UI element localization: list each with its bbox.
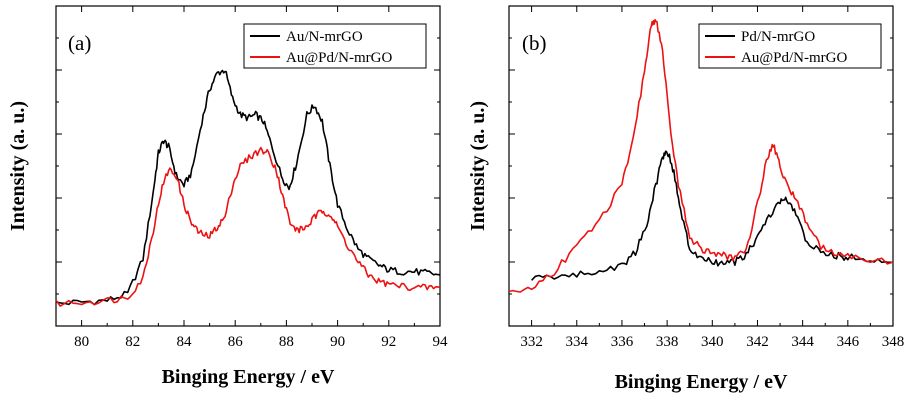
legend-a: Au/N-mrGO Au@Pd/N-mrGO — [243, 23, 427, 69]
series-layer-b — [508, 19, 894, 293]
x-tick-label-a-2: 84 — [177, 334, 193, 350]
x-tick-label-a-1: 82 — [125, 334, 140, 350]
tick-layer-b: 332 334 336 338 340 342 344 346 348 — [509, 5, 905, 350]
series-layer-a — [55, 69, 441, 307]
x-tick-label-a-7: 94 — [433, 334, 449, 350]
x-tick-label-b-3: 338 — [656, 334, 679, 350]
x-tick-label-b-7: 346 — [837, 334, 860, 350]
panel-tag-b: (b) — [522, 31, 547, 55]
x-tick-label-b-0: 332 — [520, 334, 543, 350]
legend-box-a — [243, 23, 427, 69]
x-tick-label-a-5: 90 — [330, 334, 345, 350]
legend-box-b — [698, 23, 882, 69]
series-line-a-1 — [55, 146, 441, 307]
panel-tag-a: (a) — [68, 31, 91, 55]
x-axis-label-b: Binging Energy / eV — [615, 371, 788, 393]
legend-b: Pd/N-mrGO Au@Pd/N-mrGO — [698, 23, 882, 69]
series-line-b-1 — [508, 19, 894, 293]
x-tick-label-b-1: 334 — [566, 334, 589, 350]
x-tick-label-a-3: 86 — [228, 334, 244, 350]
series-line-b-0 — [531, 150, 894, 281]
x-tick-label-a-4: 88 — [279, 334, 294, 350]
series-line-a-0 — [55, 69, 441, 306]
legend-label-b-1: Au@Pd/N-mrGO — [741, 50, 847, 66]
x-tick-label-b-2: 336 — [611, 334, 634, 350]
y-axis-label-b: Intensity (a. u.) — [467, 101, 489, 231]
x-tick-label-a-6: 92 — [381, 334, 396, 350]
legend-label-a-1: Au@Pd/N-mrGO — [286, 50, 392, 66]
x-tick-label-a-0: 80 — [74, 334, 89, 350]
panel-b: 332 334 336 338 340 342 344 346 348 (b) Pd/N-mrG… — [467, 5, 905, 393]
legend-label-b-0: Pd/N-mrGO — [741, 29, 815, 45]
legend-label-a-0: Au/N-mrGO — [286, 29, 363, 45]
x-tick-label-b-4: 340 — [701, 334, 724, 350]
tick-layer-a: 80 82 84 86 88 90 92 94 — [56, 5, 449, 350]
panel-a: 80 82 84 86 88 90 92 94 (a) Au/N-mrGO Au@Pd/N-m… — [7, 5, 449, 388]
x-tick-label-b-5: 342 — [746, 334, 769, 350]
x-axis-label-a: Binging Energy / eV — [162, 366, 335, 388]
x-tick-label-b-8: 348 — [882, 334, 905, 350]
x-tick-label-b-6: 344 — [791, 334, 814, 350]
y-axis-label-a: Intensity (a. u.) — [7, 101, 29, 231]
